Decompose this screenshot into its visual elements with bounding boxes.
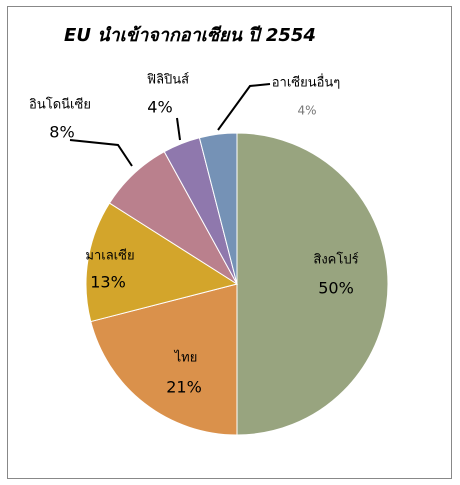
slice-label: มาเลเซีย bbox=[85, 248, 134, 264]
leader-line bbox=[69, 139, 133, 167]
slice-value-label: 50% bbox=[318, 279, 354, 298]
slice-label: อินโดนีเซีย bbox=[29, 97, 91, 113]
slice-value-label: 8% bbox=[49, 123, 74, 142]
slice-value-label: 21% bbox=[166, 378, 202, 397]
pie-slice bbox=[90, 283, 238, 436]
pie-slice bbox=[198, 132, 238, 285]
slice-value-label: 13% bbox=[90, 273, 126, 292]
slice-label: ไทย bbox=[174, 350, 198, 366]
leader-line bbox=[176, 117, 181, 141]
slice-label: ฟิลิปินส์ bbox=[147, 72, 190, 88]
slice-value-label: 4% bbox=[147, 98, 172, 117]
slice-label: สิงคโปร์ bbox=[313, 252, 358, 268]
slice-value-label: 4% bbox=[297, 104, 316, 118]
pie-slice bbox=[85, 202, 239, 323]
chart-title: EU นำเข้าจากอาเซียน ปี 2554 bbox=[64, 25, 316, 46]
pie-slice bbox=[236, 132, 389, 436]
slice-label: อาเซียนอื่นๆ bbox=[272, 74, 341, 91]
leader-line bbox=[217, 83, 271, 131]
